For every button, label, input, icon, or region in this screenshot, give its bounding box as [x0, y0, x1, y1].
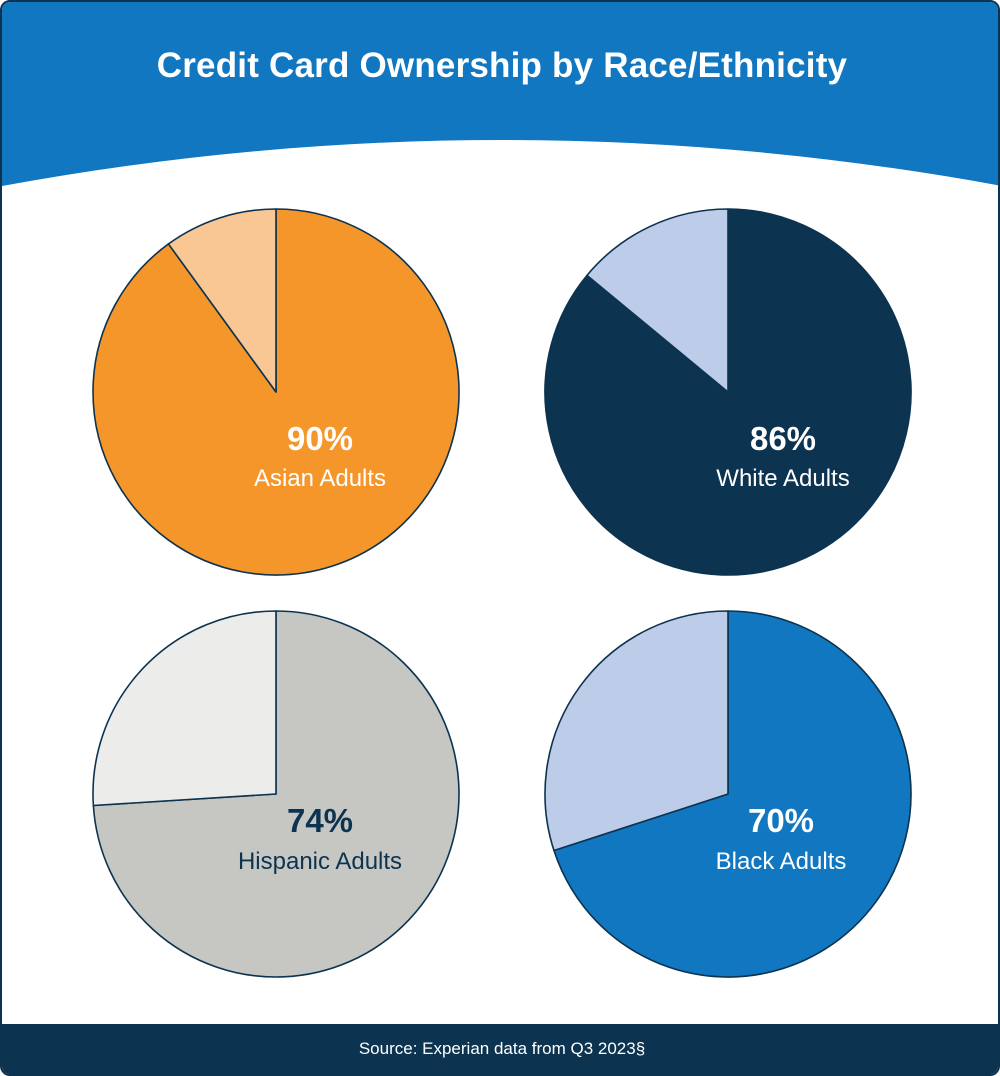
- pie-slice-rest: [167, 208, 277, 393]
- source-text: Source: Experian data from Q3 2023§: [358, 1039, 646, 1058]
- chart-title: Credit Card Ownership by Race/Ethnicity: [156, 46, 848, 85]
- pie-asian-adults: 90% Asian Adults: [92, 208, 460, 576]
- category-label: Hispanic Adults: [238, 848, 402, 875]
- percent-label: 86%: [750, 420, 816, 457]
- category-label: Black Adults: [716, 848, 847, 875]
- category-label: White Adults: [716, 465, 849, 492]
- percent-label: 74%: [287, 802, 353, 839]
- pie-slice-rest: [544, 610, 729, 852]
- percent-label: 90%: [287, 420, 353, 457]
- pie-hispanic-adults: 74% Hispanic Adults: [92, 610, 460, 978]
- pie-slice-owns: [553, 610, 912, 978]
- pie-slice-rest: [586, 208, 729, 393]
- pie-black-adults: 70% Black Adults: [544, 610, 912, 978]
- category-label: Asian Adults: [254, 465, 386, 492]
- percent-label: 70%: [748, 802, 814, 839]
- pie-slice-rest: [92, 610, 277, 807]
- header-banner: [2, 2, 998, 186]
- source-footer: Source: Experian data from Q3 2023§: [2, 1024, 998, 1074]
- pie-white-adults: 86% White Adults: [544, 208, 912, 576]
